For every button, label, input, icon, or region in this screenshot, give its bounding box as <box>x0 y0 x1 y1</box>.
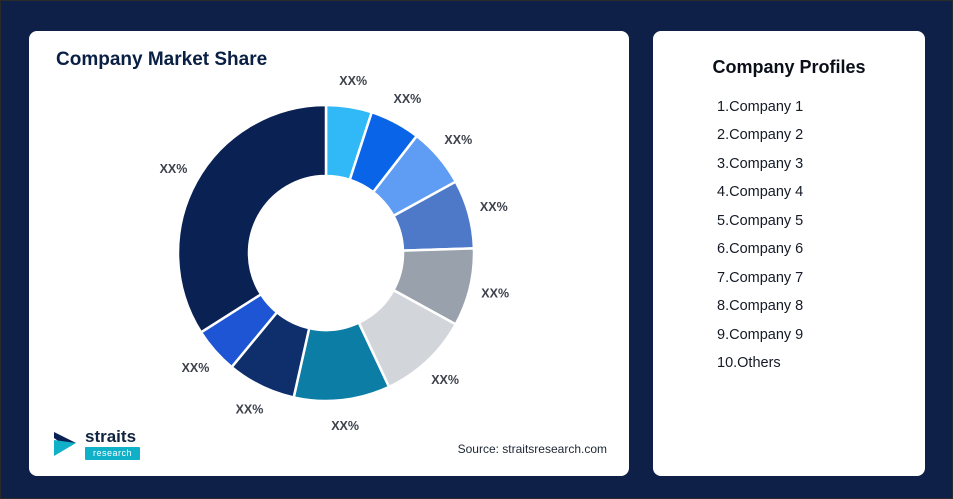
profile-item: 8.Company 8 <box>717 298 804 315</box>
profiles-title: Company Profiles <box>712 57 866 77</box>
profiles-list: 1.Company 1 2.Company 2 3.Company 3 4.Compa… <box>653 99 925 372</box>
logo-text: straits research <box>85 427 141 460</box>
donut-slice-others <box>176 103 328 334</box>
logo-sub: research <box>85 447 141 460</box>
slice-label: XX% <box>480 200 508 214</box>
donut-chart: XX% XX% XX% XX% XX% XX% XX% XX% XX% XX% <box>160 74 509 433</box>
profile-item: 9.Company 9 <box>717 326 804 343</box>
profile-item: 2.Company 2 <box>717 127 804 144</box>
slice-label: XX% <box>444 133 472 147</box>
slice-label: XX% <box>236 402 264 416</box>
slice-label: XX% <box>431 373 459 387</box>
logo-brand: straits <box>85 427 137 446</box>
slice-label: XX% <box>160 162 188 176</box>
profile-item: 3.Company 3 <box>717 155 804 172</box>
source-note: Source: straitsresearch.com <box>457 442 607 456</box>
company-profiles-card: Company Profiles 1.Company 1 2.Company 2 3… <box>653 31 925 476</box>
slice-label: XX% <box>481 287 509 301</box>
profile-item: 6.Company 6 <box>717 241 804 258</box>
chart-title: Company Market Share <box>56 49 268 70</box>
profile-item: 10.Others <box>717 354 781 371</box>
profile-item: 7.Company 7 <box>717 269 804 286</box>
straits-research-logo: straits research <box>51 427 141 460</box>
profile-item: 5.Company 5 <box>717 212 804 229</box>
market-share-card: Company Market Share XX% XX% XX% XX% XX% XX% X… <box>29 31 629 476</box>
slice-label: XX% <box>394 92 422 106</box>
profile-item: 1.Company 1 <box>717 99 804 115</box>
straits-arrow-icon <box>54 432 76 456</box>
profile-item: 4.Company 4 <box>717 184 804 201</box>
slice-label: XX% <box>331 419 359 433</box>
slice-label: XX% <box>182 361 210 375</box>
slice-label: XX% <box>339 74 367 88</box>
